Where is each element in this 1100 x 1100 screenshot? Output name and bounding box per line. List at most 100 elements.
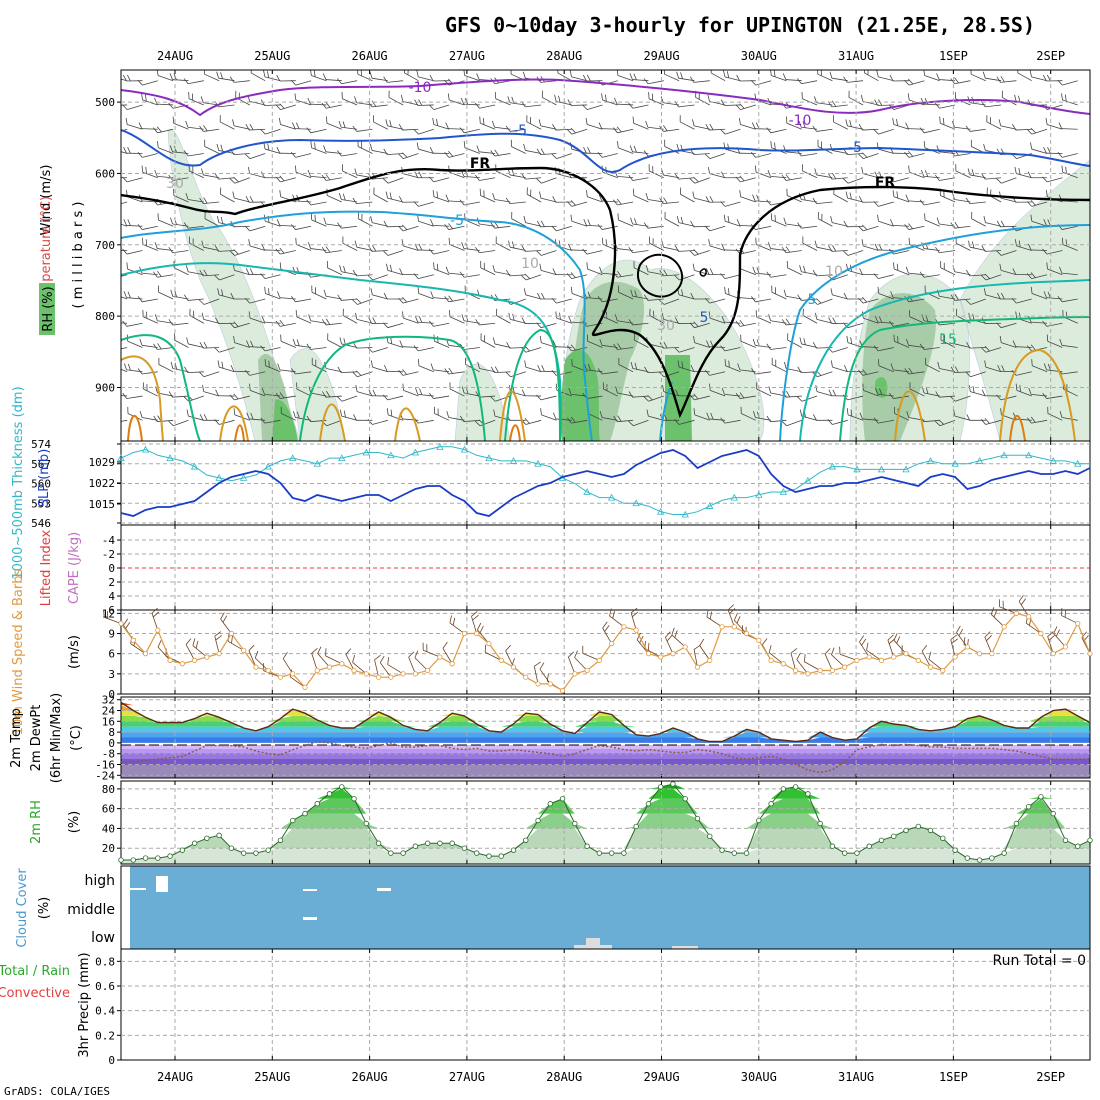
wind-barb: [232, 191, 250, 203]
y-tick-label: 600: [95, 167, 115, 180]
rh-point: [707, 833, 713, 840]
wind-barb: [156, 70, 174, 82]
wind-speed-point: [228, 630, 234, 637]
wind-barb: [337, 366, 358, 374]
contour-label-7: 5: [808, 292, 817, 308]
wind-barb: [354, 96, 373, 106]
wind-barb: [536, 177, 557, 184]
rh-point: [768, 801, 774, 807]
wind-speed-point: [731, 624, 737, 630]
cloud-gap-high-3: [303, 889, 317, 891]
bottom-date-label-8: 1SEP: [939, 1070, 968, 1084]
wind-barb: [674, 347, 695, 353]
wind-barb: [168, 174, 189, 181]
wind-barb: [121, 177, 128, 179]
wind-barb: [418, 359, 434, 373]
wind-barb: [490, 149, 511, 157]
wind-barb: [998, 119, 1017, 130]
rh-point: [817, 820, 823, 827]
credit-label: GrADS: COLA/IGES: [4, 1085, 110, 1098]
wind-speed-point: [400, 671, 406, 677]
wind-speed-point: [817, 667, 823, 674]
cloud-low-bar-3: [672, 946, 698, 949]
wind-barb: [617, 141, 634, 154]
wind-barb: [404, 70, 419, 82]
rh-point: [437, 840, 443, 846]
thickness-marker: [509, 457, 518, 464]
wind-barb: [307, 97, 327, 106]
wind-speed-point: [670, 651, 676, 657]
wind-barb: [787, 333, 802, 348]
surface-wind-barb: [442, 641, 453, 664]
wind-barb: [786, 261, 802, 276]
wind-barb: [781, 419, 802, 427]
wind-barb: [184, 366, 204, 374]
wind-barb: [827, 100, 848, 108]
wind-barb: [965, 298, 986, 305]
wind-barb: [245, 268, 266, 276]
wind-barb: [797, 222, 818, 229]
cloud-cover-label: Cloud Cover: [15, 868, 30, 948]
wind-barb: [444, 295, 465, 303]
wind-barb: [633, 333, 649, 348]
surface-wind-barb: [671, 627, 686, 648]
wind-speed-point: [756, 637, 762, 643]
wind-barb: [321, 318, 342, 326]
surface-wind-barb: [192, 638, 208, 658]
wind-barb: [771, 285, 787, 300]
wind-barb: [951, 120, 971, 130]
wind-barb: [752, 194, 772, 203]
upper-air-panel: 500 600 700 800 900 -10 -10 -5 -5 FR FR -5 5 5 15 10 10…: [39, 69, 1091, 442]
slp-thickness-panel: 574 567 560 553 546 1029 1022 1015 1000~500mb T…: [11, 386, 1091, 580]
wind-speed-point: [155, 627, 161, 633]
y-tick-label: 0: [108, 1054, 115, 1067]
top-date-label-6: 30AUG: [741, 49, 777, 63]
wind-barb: [280, 406, 296, 421]
wind-barb: [919, 199, 940, 206]
rh-point: [191, 840, 198, 846]
wind-barb: [598, 122, 618, 130]
surface-wind-barb: [804, 654, 821, 671]
wind-barb: [551, 297, 572, 304]
wind-barb: [551, 225, 572, 232]
wind-barb: [1061, 165, 1078, 179]
wind-speed-point: [339, 661, 345, 667]
wind-barb: [446, 410, 465, 421]
rh-point: [584, 843, 590, 849]
wind-speed-point: [915, 657, 921, 664]
wind-barb: [142, 310, 158, 324]
wind-barb: [664, 139, 680, 154]
wind-barb: [521, 101, 542, 108]
wind-barb: [704, 225, 726, 232]
wind-barb: [275, 103, 296, 111]
wind-barb: [970, 70, 986, 82]
wind-barb: [321, 101, 342, 109]
wind-barb: [877, 214, 894, 227]
thickness-marker: [338, 454, 346, 462]
wind-barb: [433, 334, 450, 348]
temp-unit-label: (°C): [69, 725, 84, 751]
y-tick-label: 574: [31, 438, 51, 451]
wind-barb: [264, 359, 281, 373]
wind-barb: [768, 314, 787, 324]
wind-barb: [352, 298, 373, 305]
wind-barb: [876, 70, 894, 82]
wind-barb: [121, 365, 128, 373]
rh-point: [400, 850, 406, 856]
surface-wind-barb: [928, 651, 944, 671]
wind-barb: [386, 408, 404, 421]
temp-contour-15: [121, 316, 1090, 441]
wind-barb: [814, 240, 833, 251]
wind-barb: [383, 292, 404, 300]
wind-speed-point: [658, 654, 664, 660]
wind-barb: [843, 220, 864, 228]
wind-barb: [429, 74, 450, 82]
wind-barb: [369, 143, 388, 154]
wind-barb: [398, 224, 419, 232]
rh-point: [204, 835, 210, 842]
wind-barb: [858, 124, 879, 131]
cloud-gap-middle-1: [303, 917, 317, 920]
thickness-marker: [485, 454, 493, 462]
wind-barb: [888, 176, 910, 183]
wind-barb: [477, 361, 496, 373]
